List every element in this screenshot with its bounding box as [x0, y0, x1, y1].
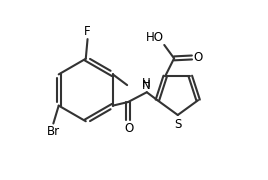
Text: F: F [84, 25, 91, 38]
Text: S: S [174, 118, 181, 131]
Text: O: O [193, 51, 203, 64]
Text: H: H [142, 76, 150, 90]
Text: N: N [142, 79, 150, 92]
Text: HO: HO [145, 31, 163, 44]
Text: O: O [124, 122, 133, 135]
Text: Br: Br [47, 125, 60, 138]
